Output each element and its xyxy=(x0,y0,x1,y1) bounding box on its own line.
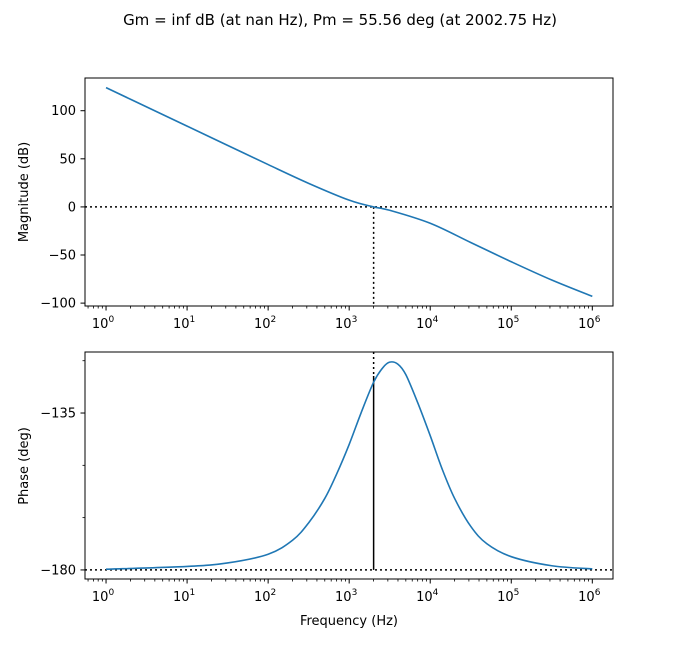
phase-x-tick-label: 104 xyxy=(416,588,439,605)
figure-title: Gm = inf dB (at nan Hz), Pm = 55.56 deg … xyxy=(123,11,557,29)
magnitude-panel: 100 101 102 103 104 105 106 100 50 0 −50 −100 Magni… xyxy=(17,77,614,332)
phase-x-tick-label: 105 xyxy=(497,588,519,605)
phase-plot-frame xyxy=(84,351,614,580)
magnitude-y-tick-label: 100 xyxy=(51,104,76,119)
phase-y-axis-label: Phase (deg) xyxy=(17,427,32,505)
magnitude-y-tick-label: 0 xyxy=(68,200,76,215)
phase-x-tick-label: 101 xyxy=(173,588,195,605)
frequency-x-axis-label: Frequency (Hz) xyxy=(300,614,398,629)
magnitude-x-tick-label: 101 xyxy=(173,315,195,332)
phase-response-curve xyxy=(106,361,593,571)
magnitude-y-axis-label: Magnitude (dB) xyxy=(17,142,32,242)
phase-x-tick-label: 100 xyxy=(92,588,115,605)
phase-y-tick-label: −180 xyxy=(40,563,76,578)
phase-x-tick-label: 106 xyxy=(578,588,601,605)
magnitude-x-tick-label: 104 xyxy=(416,315,439,332)
magnitude-x-tick-label: 105 xyxy=(497,315,519,332)
magnitude-y-tick-label: 50 xyxy=(59,152,76,167)
magnitude-y-tick-label: −100 xyxy=(40,297,76,312)
phase-x-tick-label: 103 xyxy=(335,588,357,605)
magnitude-x-tick-label: 100 xyxy=(92,315,115,332)
phase-x-tick-label: 102 xyxy=(254,588,276,605)
phase-y-tick-label: −135 xyxy=(40,407,76,422)
magnitude-x-tick-label: 103 xyxy=(335,315,357,332)
magnitude-y-tick-label: −50 xyxy=(49,249,76,264)
magnitude-x-tick-label: 102 xyxy=(254,315,276,332)
magnitude-x-tick-label: 106 xyxy=(578,315,601,332)
magnitude-response-curve xyxy=(105,86,593,298)
phase-panel: 100 101 102 103 104 105 106 −135 −180 Phase (deg… xyxy=(17,351,614,629)
